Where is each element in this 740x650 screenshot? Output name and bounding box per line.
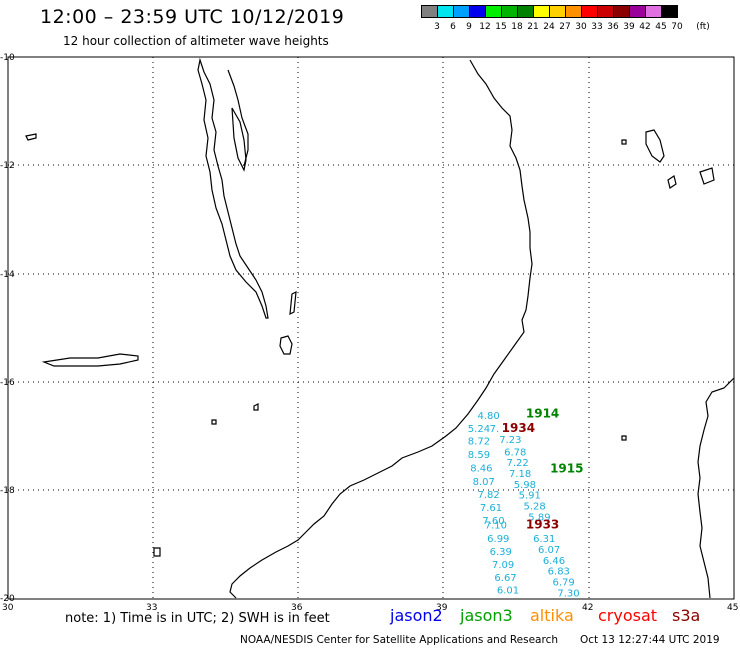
small-island: [253, 403, 259, 411]
wave-height-label: 6.01: [497, 586, 519, 597]
small-island: [211, 419, 217, 425]
wave-height-label: 7.22: [507, 458, 529, 469]
pass-time-label: 1914: [526, 406, 559, 420]
satellite-jason2-label: jason2: [390, 606, 443, 625]
wave-height-label: 6.31: [533, 534, 555, 545]
pass-time-label: 1934: [502, 421, 535, 435]
wave-height-label: 6.99: [487, 534, 509, 545]
lon-tick-label: 39: [436, 603, 448, 613]
mozambique-coastline: [229, 59, 533, 599]
coastlines: [25, 57, 735, 599]
legend-label: 18: [511, 22, 523, 32]
legend-label: 24: [543, 22, 555, 32]
legend-label: 21: [527, 22, 539, 32]
legend-label: 27: [559, 22, 571, 32]
wave-height-label: 6.78: [504, 447, 526, 458]
wave-height-label: 5.24: [468, 424, 490, 435]
legend-label: 45: [655, 22, 667, 32]
lake-coastline: [289, 290, 297, 316]
lake-coastline: [231, 107, 247, 172]
wave-height-label: 7.: [490, 424, 500, 435]
lake-coastline: [25, 133, 37, 141]
lon-tick-label: 36: [291, 603, 303, 613]
wave-data-layer: 4.80 5.24 8.72 8.59 8.46 8.07 7.82 7.61 7.607.10…: [468, 406, 584, 599]
lake-coastline: [197, 57, 269, 319]
lat-tick-label: -10: [0, 53, 15, 63]
pass-time-label: 1933: [526, 518, 559, 532]
wave-height-label: 5.98: [514, 480, 536, 491]
wave-height-label: 6.39: [490, 547, 512, 558]
comoros-island: [667, 175, 677, 189]
small-island: [621, 435, 627, 441]
generated-timestamp: Oct 13 12:27:44 UTC 2019: [580, 634, 720, 646]
legend-label: 33: [591, 22, 603, 32]
wave-height-label: 8.59: [468, 450, 490, 461]
color-legend: [421, 5, 678, 18]
lon-tick-label: 45: [727, 603, 738, 613]
lon-tick-label: 42: [582, 603, 593, 613]
wave-height-label: 7.10: [485, 521, 507, 532]
satellite-jason3-label: jason3: [460, 606, 513, 625]
wave-height-label: 8.72: [468, 437, 490, 448]
legend-label: 9: [466, 22, 472, 32]
wave-height-label: 7.61: [480, 503, 502, 514]
legend-label: 3: [434, 22, 440, 32]
madagascar-coastline: [697, 377, 735, 599]
comoros-island: [699, 167, 715, 185]
legend-label: 15: [495, 22, 507, 32]
small-island: [153, 547, 161, 557]
lat-tick-label: -14: [0, 270, 15, 280]
footer-note: note: 1) Time is in UTC; 2) SWH is in fe…: [65, 611, 330, 626]
wave-height-label: 4.80: [477, 411, 499, 422]
legend-label: 42: [639, 22, 651, 32]
wave-height-label: 5.89: [528, 512, 550, 523]
map-subtitle: 12 hour collection of altimeter wave hei…: [63, 34, 329, 48]
wave-height-label: 7.18: [509, 469, 531, 480]
legend-label: 30: [575, 22, 587, 32]
satellite-s3a-label: s3a: [672, 606, 701, 625]
legend-unit: (ft): [696, 22, 710, 32]
lon-tick-label: 30: [2, 603, 14, 613]
wave-height-label: 6.79: [553, 577, 575, 588]
map-frame: [7, 56, 735, 600]
wave-height-label: 7.09: [492, 560, 514, 571]
comoros-island: [621, 139, 627, 145]
lake-coastline: [41, 353, 139, 367]
wave-height-label: 5.28: [523, 502, 545, 513]
axis-labels: 30 33 36 39 42 45 -10 -12 -14 -16 -18 -2…: [0, 53, 738, 613]
lake-coastline: [279, 335, 293, 355]
lat-tick-label: -20: [0, 594, 15, 604]
pass-time-label: 1915: [550, 462, 583, 476]
legend-label: 36: [607, 22, 619, 32]
credit-text: NOAA/NESDIS Center for Satellite Applica…: [240, 634, 558, 646]
legend-label: 12: [479, 22, 491, 32]
wave-height-label: 7.30: [557, 588, 579, 599]
wave-height-label: 6.07: [538, 545, 560, 556]
legend-label: 70: [671, 22, 683, 32]
wave-height-label: 8.46: [470, 464, 492, 475]
comoros-island: [645, 129, 665, 163]
satellite-cryosat-label: cryosat: [598, 606, 658, 625]
wave-height-label: 6.67: [494, 573, 516, 584]
lat-tick-label: -16: [0, 378, 15, 388]
wave-height-label: 5.91: [519, 491, 541, 502]
wave-height-label: 8.07: [473, 477, 495, 488]
map-title: 12:00 – 23:59 UTC 10/12/2019: [40, 6, 345, 28]
wave-height-label: 7.23: [499, 435, 521, 446]
lon-tick-label: 33: [146, 603, 157, 613]
legend-swatch: [661, 5, 678, 18]
legend-label: 39: [623, 22, 635, 32]
satellite-altika-label: altika: [530, 606, 574, 625]
wave-height-label: 6.46: [543, 556, 565, 567]
wave-height-label: 7.82: [477, 490, 499, 501]
legend-label: 6: [450, 22, 456, 32]
lat-tick-label: -18: [0, 486, 15, 496]
graticule: [8, 57, 734, 599]
wave-height-label: 6.83: [548, 567, 570, 578]
lake-coastline: [227, 69, 249, 167]
lat-tick-label: -12: [0, 161, 15, 171]
wave-height-label: 7.60: [482, 516, 504, 527]
